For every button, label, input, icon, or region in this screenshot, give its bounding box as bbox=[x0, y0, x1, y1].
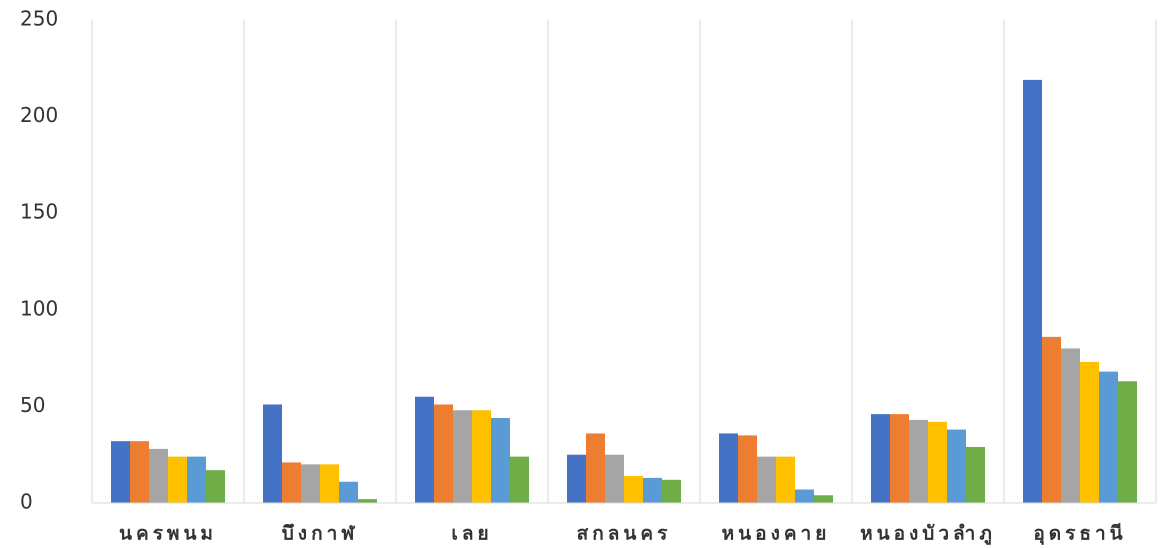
bar bbox=[301, 464, 320, 503]
bar bbox=[871, 414, 890, 503]
bar bbox=[1099, 371, 1118, 503]
x-tick-label: สกลนคร bbox=[577, 523, 672, 545]
x-tick-label: เลย bbox=[451, 523, 492, 545]
bar bbox=[1080, 361, 1099, 503]
bar bbox=[453, 410, 472, 503]
bar bbox=[282, 462, 301, 503]
bar bbox=[415, 396, 434, 503]
bar bbox=[1042, 336, 1061, 503]
bar bbox=[719, 433, 738, 503]
bar bbox=[605, 454, 624, 503]
bar bbox=[510, 456, 529, 503]
bar bbox=[1061, 348, 1080, 503]
x-tick-label: นครพนม bbox=[119, 523, 217, 545]
bar bbox=[320, 464, 339, 503]
bar bbox=[206, 470, 225, 503]
bar bbox=[795, 489, 814, 503]
bar bbox=[168, 456, 187, 503]
x-tick-label: อุดรธานี bbox=[1033, 523, 1126, 546]
bar bbox=[909, 419, 928, 503]
y-tick-label: 250 bbox=[20, 7, 58, 31]
bar bbox=[890, 414, 909, 503]
bar bbox=[149, 448, 168, 503]
bar bbox=[111, 441, 130, 503]
x-tick-label: หนองคาย bbox=[722, 523, 831, 545]
bar bbox=[472, 410, 491, 503]
bar bbox=[662, 479, 681, 503]
bar bbox=[928, 421, 947, 503]
bar bbox=[776, 456, 795, 503]
bar bbox=[814, 495, 833, 503]
bar bbox=[757, 456, 776, 503]
bar bbox=[491, 417, 510, 503]
bar bbox=[586, 433, 605, 503]
bar bbox=[567, 454, 586, 503]
bar bbox=[643, 477, 662, 503]
bar bbox=[434, 404, 453, 503]
y-tick-label: 200 bbox=[20, 103, 58, 127]
bar bbox=[130, 441, 149, 503]
bar bbox=[1023, 79, 1042, 503]
y-tick-label: 0 bbox=[20, 490, 33, 514]
bar bbox=[624, 475, 643, 503]
bar bbox=[339, 481, 358, 503]
bar bbox=[738, 435, 757, 503]
x-tick-label: หนองบัวลำภู bbox=[860, 523, 996, 546]
bar bbox=[358, 499, 377, 503]
bar bbox=[966, 446, 985, 503]
x-tick-label: บึงกาฬ bbox=[282, 523, 359, 545]
bar bbox=[263, 404, 282, 503]
y-tick-label: 50 bbox=[20, 393, 45, 417]
bar bbox=[947, 429, 966, 503]
bar bbox=[1118, 381, 1137, 503]
y-tick-label: 100 bbox=[20, 296, 58, 320]
y-tick-label: 150 bbox=[20, 200, 58, 224]
bar bbox=[187, 456, 206, 503]
